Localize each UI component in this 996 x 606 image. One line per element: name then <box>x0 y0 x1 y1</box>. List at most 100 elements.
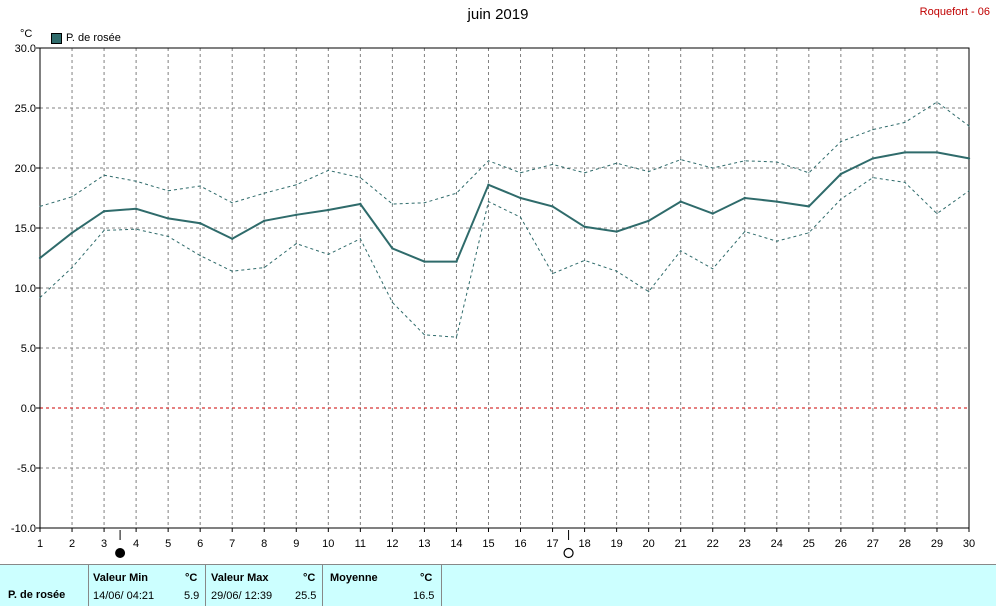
plot-frame <box>39 47 970 529</box>
data-point-mean <box>134 207 138 210</box>
footer-min-date: 14/06/ 04:21 <box>93 590 155 602</box>
footer-max-title: Valeur Max <box>211 572 269 584</box>
data-point-mean <box>807 205 811 208</box>
data-point-min <box>455 336 458 338</box>
data-point-mean <box>711 212 714 215</box>
series-line-mean <box>39 151 970 263</box>
data-point-max <box>135 180 137 182</box>
data-point-mean <box>359 202 362 206</box>
data-point-max <box>263 192 265 194</box>
data-point-min <box>263 267 265 269</box>
x-tick-label: 4 <box>133 538 139 550</box>
x-tick-label: 28 <box>899 538 911 550</box>
data-point-min <box>648 291 650 293</box>
y-tick-label: -10.0 <box>11 523 36 535</box>
x-tick-label: 9 <box>293 538 299 550</box>
y-tick-label: 15.0 <box>15 223 36 235</box>
y-tick-label: 10.0 <box>15 283 36 295</box>
data-point-mean <box>263 219 266 222</box>
x-tick-label: 27 <box>867 538 879 550</box>
data-point-min <box>167 235 169 237</box>
new-moon-icon <box>115 548 126 558</box>
data-point-mean <box>967 157 971 160</box>
data-point-max <box>71 196 73 198</box>
data-point-max <box>648 171 650 173</box>
data-point-min <box>487 201 490 203</box>
x-tick-label: 30 <box>963 538 975 550</box>
x-tick-label: 5 <box>165 538 171 550</box>
x-tick-label: 3 <box>101 538 107 550</box>
data-point-max <box>616 162 618 164</box>
x-tick-label: 1 <box>37 538 43 550</box>
y-tick-label: 0.0 <box>21 403 36 415</box>
footer-series-cell: P. de rosée <box>0 565 89 606</box>
x-tick-label: 7 <box>229 538 235 550</box>
data-point-min <box>135 228 137 230</box>
footer-mean-cell: Moyenne °C 16.5 <box>323 565 442 606</box>
data-point-min <box>103 229 105 231</box>
moon-phase-markers <box>115 530 574 559</box>
data-point-max <box>231 202 233 204</box>
x-tick-label: 22 <box>707 538 719 550</box>
data-point-mean <box>391 247 394 250</box>
data-point-max <box>968 125 970 127</box>
data-point-min <box>327 253 329 255</box>
data-point-mean <box>551 205 554 208</box>
footer-max-unit: °C <box>303 572 316 584</box>
data-point-min <box>583 259 586 261</box>
series-line-min <box>39 177 970 338</box>
footer-mean-unit: °C <box>420 572 433 584</box>
chart-grid <box>40 48 969 528</box>
x-tick-label: 2 <box>69 538 75 550</box>
data-point-max <box>167 190 169 192</box>
data-point-mean <box>38 256 42 260</box>
data-point-min <box>616 270 618 272</box>
data-point-min <box>199 255 201 257</box>
x-tick-label: 12 <box>386 538 398 550</box>
data-point-min <box>423 334 426 336</box>
x-tick-label: 21 <box>675 538 687 550</box>
y-axis-unit: °C <box>20 28 32 40</box>
data-point-min <box>359 238 361 240</box>
footer-max-value: 25.5 <box>295 590 317 602</box>
data-point-mean <box>679 200 682 203</box>
data-point-max <box>327 169 329 171</box>
footer-series-label: P. de rosée <box>8 589 66 601</box>
data-point-max <box>712 167 714 169</box>
data-point-max <box>295 184 297 186</box>
summary-footer: P. de rosée Valeur Min °C 14/06/ 04:21 5… <box>0 564 996 606</box>
data-point-max <box>519 172 522 174</box>
data-point-min <box>712 268 714 270</box>
footer-min-title: Valeur Min <box>93 572 149 584</box>
data-point-mean <box>871 157 875 160</box>
data-point-max <box>39 205 41 207</box>
data-point-max <box>455 192 458 194</box>
x-tick-label: 26 <box>835 538 847 550</box>
data-point-min <box>808 232 810 234</box>
data-point-min <box>71 267 73 269</box>
data-point-mean <box>743 196 746 200</box>
data-point-min <box>904 181 906 183</box>
x-tick-label: 11 <box>355 538 366 550</box>
data-point-min <box>680 250 682 252</box>
data-point-max <box>583 172 586 174</box>
data-point-max <box>776 161 778 163</box>
footer-mean-title: Moyenne <box>330 572 378 584</box>
data-point-mean <box>166 217 170 220</box>
data-point-mean <box>839 172 843 176</box>
dewpoint-chart: 30.025.020.015.010.05.00.0-5.0-10.01 2 3 4 5… <box>11 28 975 559</box>
footer-min-unit: °C <box>185 572 198 584</box>
data-point-mean <box>102 210 106 213</box>
x-tick-label: 6 <box>197 538 203 550</box>
data-point-min <box>391 301 393 303</box>
data-point-mean <box>903 151 907 154</box>
data-point-mean <box>295 213 298 216</box>
data-point-min <box>744 231 746 233</box>
data-point-mean <box>487 183 490 186</box>
data-point-mean <box>231 237 234 240</box>
data-point-max <box>744 160 746 162</box>
data-point-min <box>776 240 778 242</box>
data-point-max <box>103 174 105 176</box>
x-tick-label: 15 <box>482 538 494 550</box>
data-point-min <box>872 177 874 179</box>
